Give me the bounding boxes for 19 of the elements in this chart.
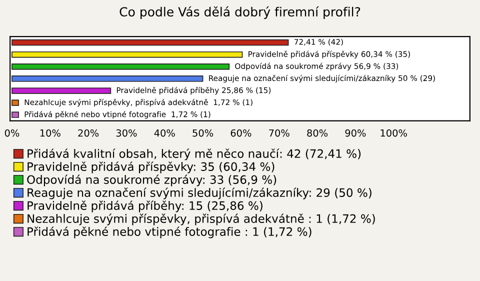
x-tick-label: 80% bbox=[307, 129, 328, 137]
legend-label: Pravidelně přidává příběhy: 15 (25,86 %) bbox=[28, 200, 262, 212]
x-tick-label: 90% bbox=[345, 129, 366, 137]
x-tick-label: 60% bbox=[230, 129, 252, 137]
x-tick-label: 40% bbox=[154, 129, 175, 137]
legend-label: Přidává pěkné nebo vtipné fotografie : 1 (1,72 %) bbox=[28, 226, 312, 238]
chart-title: Co podle Vás dělá dobrý firemní profil? bbox=[120, 6, 360, 19]
legend-label: Nezahlcuje svými příspěvky, přispívá adekvátně : 1 (1,72 %) bbox=[28, 214, 375, 226]
legend-label: Pravidelně přidává příspěvky: 35 (60,34 %) bbox=[28, 162, 274, 174]
x-tick-label: 70% bbox=[269, 129, 290, 137]
legend-label: Reaguje na označení svými sledujícími/zákazníky: 29 (50 %) bbox=[28, 188, 372, 200]
x-tick-label: 100% bbox=[380, 129, 407, 137]
legend-label: Přidává kvalitní obsah, který mě něco naučí: 42 (72,41 %) bbox=[28, 148, 361, 160]
x-tick-label: 10% bbox=[40, 129, 60, 137]
x-tick-label: 50% bbox=[192, 129, 214, 137]
x-tick-label: 30% bbox=[116, 129, 137, 137]
legend-label: Odpovídá na soukromé zprávy: 33 (56,9 %) bbox=[27, 174, 276, 186]
x-tick-label: 20% bbox=[78, 129, 99, 137]
x-tick-label: 0% bbox=[4, 129, 20, 137]
